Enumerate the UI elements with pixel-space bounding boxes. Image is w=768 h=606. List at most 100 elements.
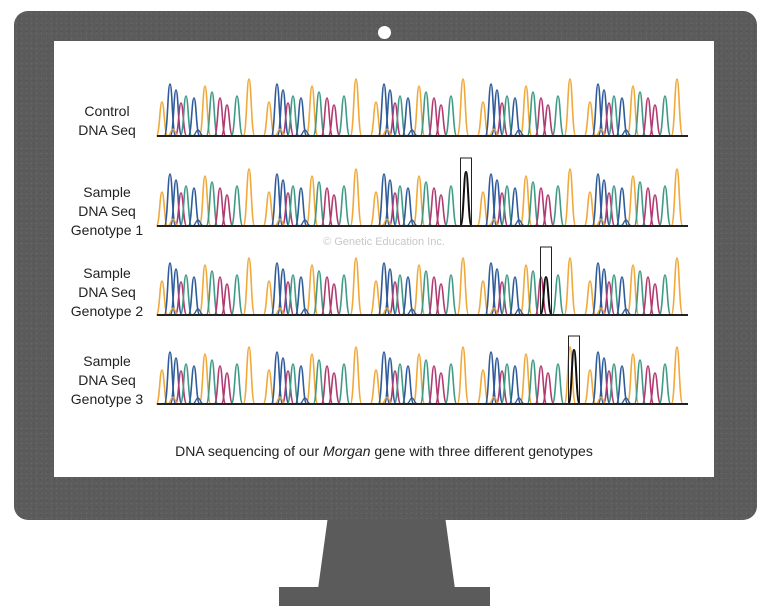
trace-peak-green bbox=[500, 185, 514, 227]
trace-peak-orange bbox=[242, 346, 256, 405]
trace-peak-blue bbox=[597, 268, 611, 316]
mutation-peak bbox=[539, 276, 553, 316]
trace-peak-blue bbox=[490, 268, 504, 316]
trace-peak-blue bbox=[508, 276, 522, 316]
trace-peak-magenta bbox=[327, 194, 341, 227]
trace-peak-green bbox=[393, 274, 407, 316]
trace-peak-green bbox=[551, 274, 565, 316]
trace-peak-magenta bbox=[174, 370, 188, 405]
trace-peak-green bbox=[230, 363, 244, 405]
trace-peak-magenta bbox=[327, 372, 341, 405]
trace-peak-blue bbox=[401, 187, 415, 227]
trace-peak-blue bbox=[294, 276, 308, 316]
trace-bump-orange bbox=[381, 128, 393, 137]
trace-peak-blue bbox=[597, 179, 611, 227]
trace-peak-magenta bbox=[220, 104, 234, 137]
row-label-genotype-3: Sample DNA Seq Genotype 3 bbox=[52, 352, 162, 409]
trace-peak-green bbox=[607, 95, 621, 137]
trace-peak-blue bbox=[490, 357, 504, 405]
trace-peak-green bbox=[205, 359, 219, 405]
trace-bump-orange bbox=[381, 396, 393, 405]
trace-peak-green bbox=[633, 270, 647, 316]
trace-peak-green bbox=[526, 181, 540, 227]
trace-peak-magenta bbox=[388, 102, 402, 137]
trace-peak-green bbox=[286, 185, 300, 227]
trace-peak-orange bbox=[670, 257, 684, 316]
trace-bump-orange bbox=[274, 307, 286, 316]
trace-peak-magenta bbox=[281, 102, 295, 137]
trace-peak-green bbox=[551, 95, 565, 137]
trace-bump-orange bbox=[167, 307, 179, 316]
row-label-genotype-1: Sample DNA Seq Genotype 1 bbox=[52, 183, 162, 240]
trace-bump-blue bbox=[620, 129, 632, 137]
trace-peak-magenta bbox=[434, 194, 448, 227]
trace-peak-green bbox=[230, 274, 244, 316]
trace-peak-green bbox=[444, 363, 458, 405]
trace-peak-blue bbox=[276, 268, 290, 316]
trace-peak-green bbox=[205, 91, 219, 137]
trace-peak-magenta bbox=[388, 192, 402, 227]
trace-peak-green bbox=[312, 91, 326, 137]
label-line: DNA Seq bbox=[78, 284, 136, 300]
trace-bump-blue bbox=[299, 219, 311, 227]
trace-peak-green bbox=[500, 95, 514, 137]
trace-peak-magenta bbox=[327, 283, 341, 316]
label-line: DNA Seq bbox=[78, 203, 136, 219]
trace-peak-blue bbox=[615, 97, 629, 137]
trace-peak-magenta bbox=[220, 372, 234, 405]
webcam-dot bbox=[378, 26, 391, 39]
trace-peak-magenta bbox=[602, 192, 616, 227]
trace-peak-green bbox=[337, 95, 351, 137]
trace-peak-magenta bbox=[602, 370, 616, 405]
trace-bump-orange bbox=[381, 307, 393, 316]
trace-peak-blue bbox=[294, 187, 308, 227]
trace-bump-blue bbox=[513, 397, 525, 405]
trace-bump-orange bbox=[167, 218, 179, 227]
watermark: © Genetic Education Inc. bbox=[323, 236, 445, 248]
trace-peak-blue bbox=[383, 268, 397, 316]
trace-bump-orange bbox=[274, 218, 286, 227]
trace-peak-magenta bbox=[327, 104, 341, 137]
trace-bump-blue bbox=[620, 397, 632, 405]
trace-peak-orange bbox=[349, 257, 363, 316]
trace-bump-orange bbox=[488, 396, 500, 405]
figure-caption: DNA sequencing of our Morgan gene with t… bbox=[54, 443, 714, 459]
trace-peak-magenta bbox=[388, 281, 402, 316]
trace-peak-magenta bbox=[602, 102, 616, 137]
trace-peak-green bbox=[179, 95, 193, 137]
trace-bump-orange bbox=[595, 396, 607, 405]
trace-peak-blue bbox=[383, 357, 397, 405]
trace-peak-green bbox=[205, 270, 219, 316]
mutation-peak bbox=[459, 171, 473, 227]
monitor-stand-neck bbox=[318, 519, 455, 589]
trace-peak-green bbox=[607, 185, 621, 227]
trace-peak-magenta bbox=[648, 372, 662, 405]
trace-peak-green bbox=[393, 363, 407, 405]
caption-gene-name: Morgan bbox=[323, 443, 371, 459]
trace-peak-blue bbox=[508, 365, 522, 405]
trace-peak-blue bbox=[187, 276, 201, 316]
trace-peak-green bbox=[312, 270, 326, 316]
trace-bump-blue bbox=[620, 308, 632, 316]
caption-text: gene with three different genotypes bbox=[370, 443, 593, 459]
trace-peak-blue bbox=[615, 187, 629, 227]
trace-peak-blue bbox=[169, 179, 183, 227]
trace-peak-blue bbox=[187, 187, 201, 227]
trace-peak-blue bbox=[383, 179, 397, 227]
trace-peak-green bbox=[500, 363, 514, 405]
label-line: DNA Seq bbox=[78, 372, 136, 388]
trace-peak-blue bbox=[169, 89, 183, 137]
label-line: Genotype 1 bbox=[70, 222, 144, 238]
label-line: Genotype 3 bbox=[70, 391, 144, 407]
trace-peak-orange bbox=[563, 346, 577, 405]
trace-peak-green bbox=[419, 91, 433, 137]
trace-peak-green bbox=[312, 359, 326, 405]
trace-peak-green bbox=[526, 91, 540, 137]
trace-peak-orange bbox=[242, 78, 256, 137]
trace-peak-green bbox=[500, 274, 514, 316]
label-line: Sample bbox=[83, 353, 131, 369]
trace-peak-orange bbox=[349, 168, 363, 227]
trace-peak-blue bbox=[490, 179, 504, 227]
trace-peak-blue bbox=[276, 89, 290, 137]
trace-peak-green bbox=[286, 274, 300, 316]
